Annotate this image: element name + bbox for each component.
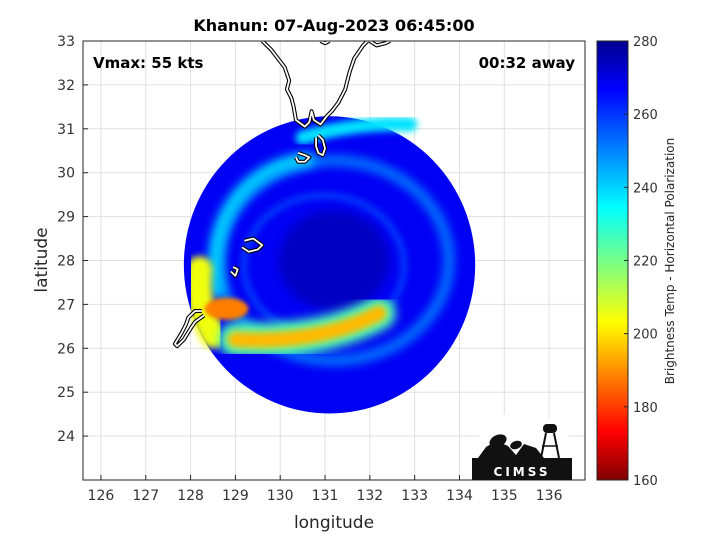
colorbar-tick-label: 280 xyxy=(633,35,658,50)
y-tick-label: 24 xyxy=(57,429,75,445)
y-tick-label: 28 xyxy=(57,254,75,270)
west-rainband xyxy=(185,256,226,349)
y-tick-label: 31 xyxy=(57,122,75,138)
coastline-tanegashima xyxy=(315,134,326,157)
coastline-kyushu xyxy=(261,41,369,128)
x-tick-label: 129 xyxy=(222,488,249,504)
eye-region xyxy=(279,210,389,311)
coastline-kii-fragment xyxy=(369,41,391,47)
coastline-amami xyxy=(241,237,264,253)
x-axis-ticks: 126 127 128 129 130 131 132 133 134 135 136 xyxy=(88,475,563,504)
x-tick-label: 132 xyxy=(356,488,383,504)
colorbar xyxy=(596,40,629,481)
x-tick-label: 128 xyxy=(177,488,204,504)
y-axis-ticks: 24 25 26 27 28 29 30 31 32 33 xyxy=(57,34,88,445)
colorbar-tick-label: 200 xyxy=(633,328,658,343)
colorbar-tick-label: 180 xyxy=(633,401,658,416)
time-away-annotation: 00:32 away xyxy=(479,54,576,72)
y-tick-label: 27 xyxy=(57,297,75,313)
colorbar-ticks: 160 180 200 220 240 260 280 xyxy=(624,35,658,489)
y-tick-label: 25 xyxy=(57,385,75,401)
x-tick-label: 131 xyxy=(312,488,339,504)
x-tick-label: 126 xyxy=(88,488,115,504)
y-tick-label: 30 xyxy=(57,166,75,182)
colorbar-label: Brightness Temp - Horizontal Polarizatio… xyxy=(663,138,677,385)
colorbar-tick-label: 160 xyxy=(633,474,658,489)
coastlines xyxy=(172,41,391,349)
y-tick-label: 33 xyxy=(57,34,75,50)
cimss-logo-text: CIMSS xyxy=(494,465,551,479)
y-tick-label: 29 xyxy=(57,210,75,226)
radar-swath xyxy=(183,116,476,414)
y-tick-label: 32 xyxy=(57,78,75,94)
x-tick-label: 134 xyxy=(446,488,473,504)
southwest-core xyxy=(204,297,249,320)
coastline-tokunoshima xyxy=(230,266,239,277)
x-tick-label: 135 xyxy=(491,488,518,504)
colorbar-tick-label: 220 xyxy=(633,255,658,270)
vmax-annotation: Vmax: 55 kts xyxy=(93,54,203,72)
west-spiral-band xyxy=(208,152,315,299)
x-tick-label: 127 xyxy=(132,488,159,504)
south-rainband xyxy=(227,305,387,349)
coastline-yakushima xyxy=(295,152,311,163)
x-axis-label: longitude xyxy=(294,513,374,533)
x-tick-label: 130 xyxy=(267,488,294,504)
y-axis-label: latitude xyxy=(32,227,52,292)
chart-title: Khanun: 07-Aug-2023 06:45:00 xyxy=(193,16,474,35)
x-tick-label: 136 xyxy=(536,488,563,504)
coastline-shikoku-fragment xyxy=(320,41,330,45)
north-rainband xyxy=(295,117,418,145)
colorbar-tick-label: 240 xyxy=(633,181,658,196)
y-tick-label: 26 xyxy=(57,341,75,357)
colorbar-tick-label: 260 xyxy=(633,108,658,123)
coastline-okinawa xyxy=(173,310,205,348)
x-tick-label: 133 xyxy=(401,488,428,504)
cimss-logo: CIMSS xyxy=(472,411,572,480)
